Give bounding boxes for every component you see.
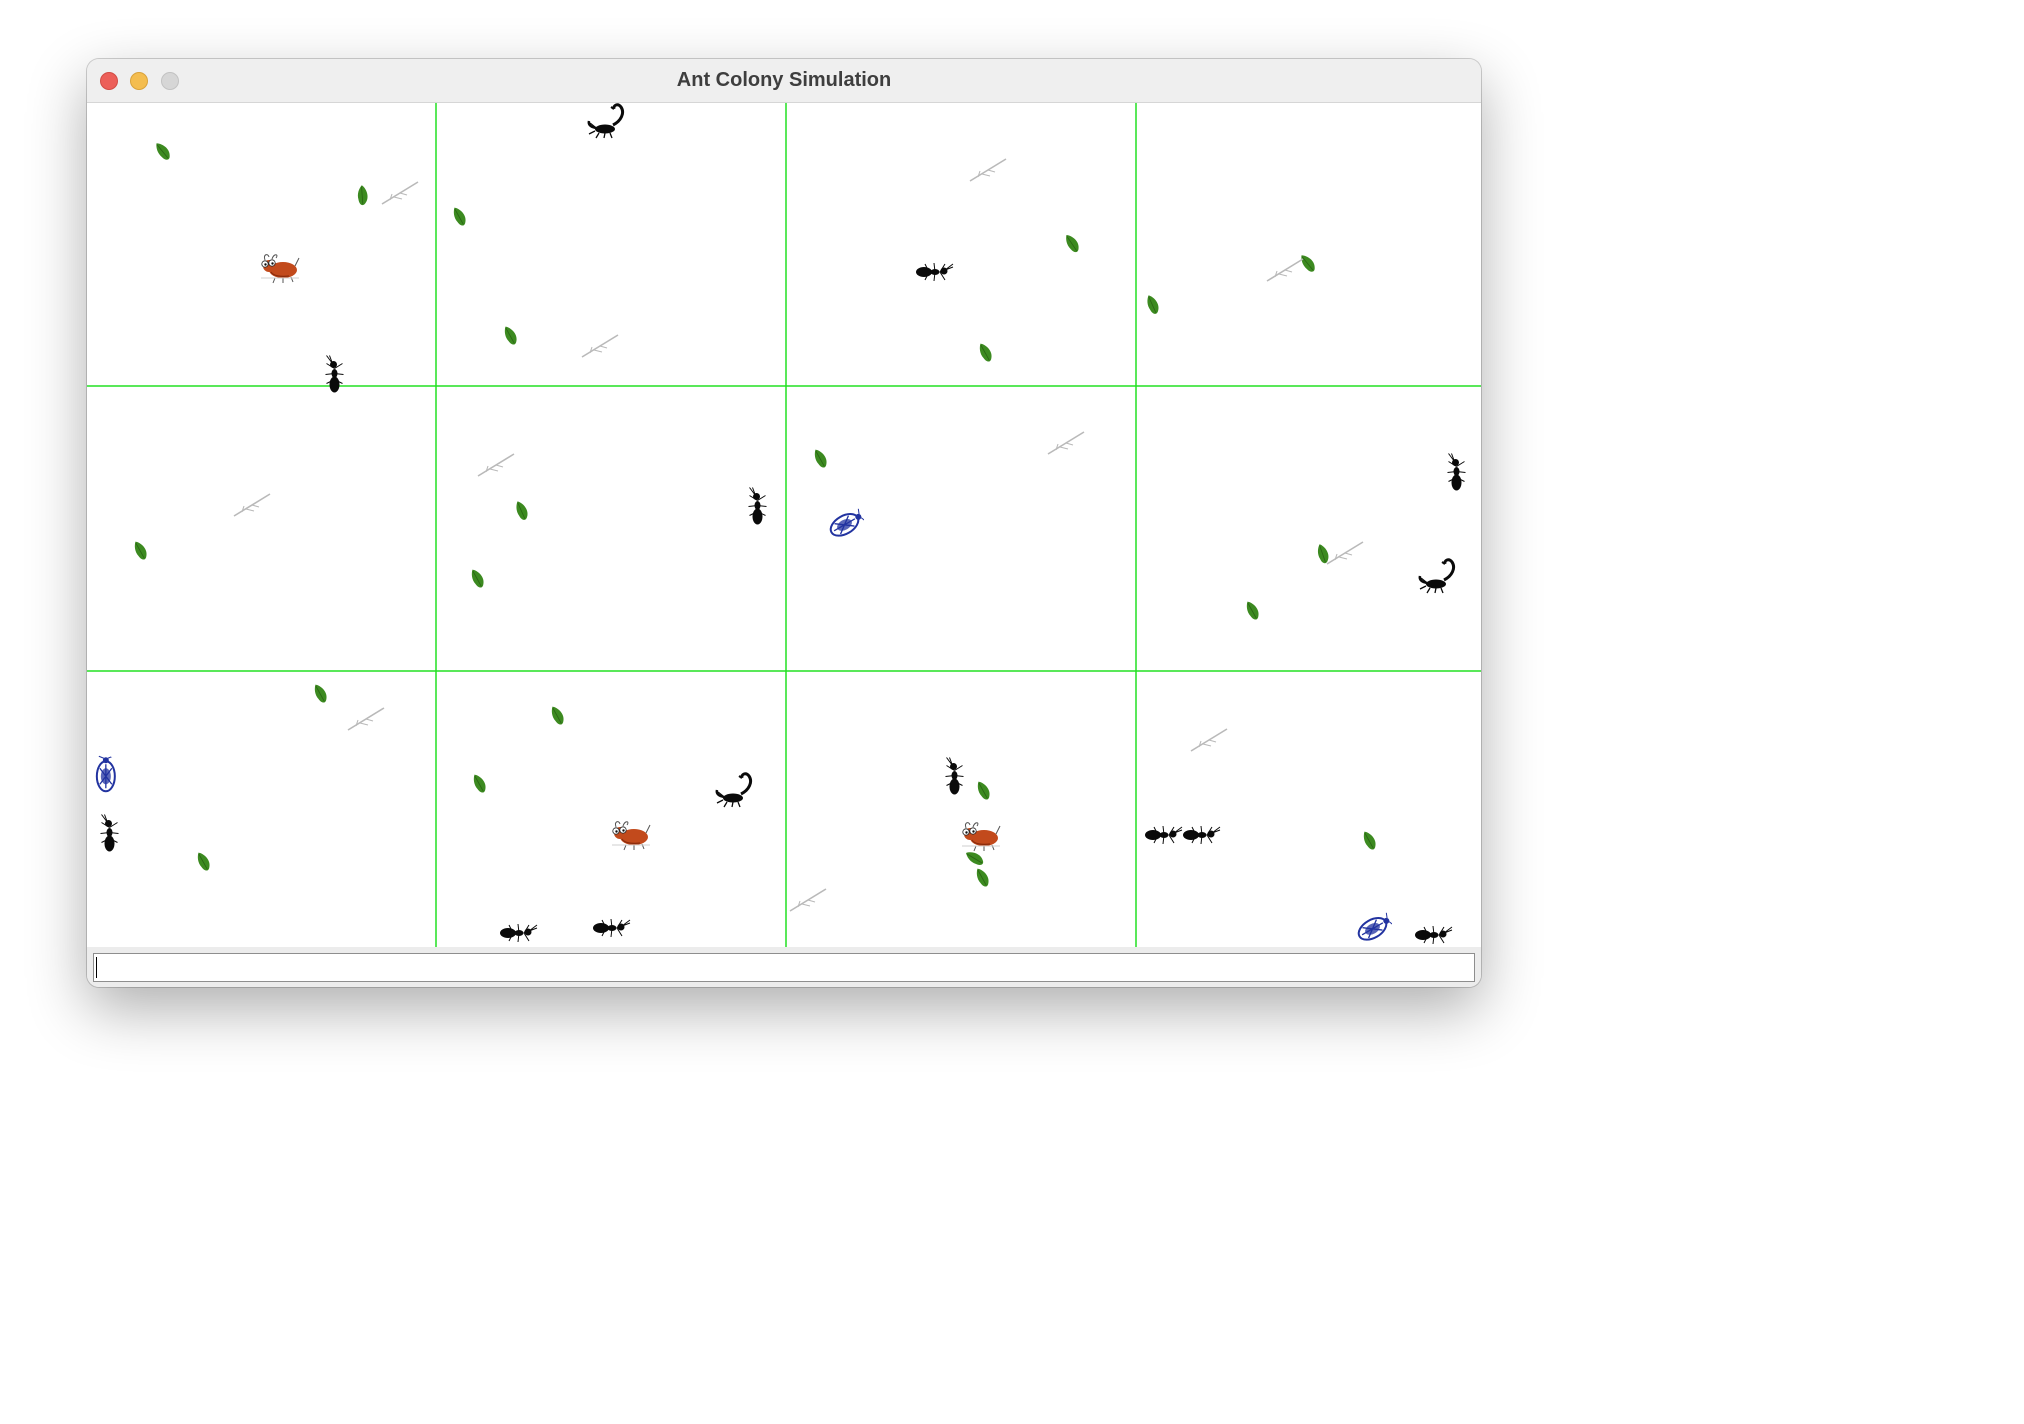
leaf-icon (188, 850, 216, 878)
ant-icon (748, 486, 773, 526)
ant-icon (499, 923, 539, 948)
leaf-icon (542, 704, 570, 732)
leaf-icon (1057, 233, 1084, 260)
beetle-icon (824, 507, 866, 546)
leaf-icon (464, 772, 492, 800)
command-bar (87, 947, 1481, 987)
ant-icon (1144, 825, 1184, 850)
leaf-icon (346, 183, 375, 211)
ant-icon (1182, 825, 1222, 850)
ant-icon (1447, 452, 1472, 492)
leaf-icon (305, 682, 333, 710)
twig-icon (1265, 257, 1305, 288)
app-window: Ant Colony Simulation (87, 59, 1481, 987)
termite-icon (259, 250, 301, 289)
leaf-icon (149, 141, 175, 168)
leaf-icon (970, 341, 998, 369)
text-caret (96, 957, 97, 978)
grid-lines (87, 103, 1481, 947)
command-input[interactable] (93, 953, 1475, 982)
leaf-icon (125, 539, 153, 567)
leaf-icon (444, 205, 472, 233)
twig-icon (968, 157, 1008, 188)
scorpion-icon (1418, 558, 1460, 599)
twig-icon (1325, 540, 1365, 571)
minimize-window-button[interactable] (130, 72, 148, 90)
ant-icon (915, 262, 955, 287)
ant-icon (100, 813, 125, 853)
leaf-icon (805, 447, 833, 475)
title-bar[interactable]: Ant Colony Simulation (87, 59, 1481, 103)
beetle-icon (1352, 911, 1394, 950)
leaf-icon (1307, 542, 1336, 571)
close-window-button[interactable] (100, 72, 118, 90)
window-title: Ant Colony Simulation (676, 69, 892, 91)
scorpion-icon (587, 103, 629, 144)
twig-icon (232, 492, 272, 523)
twig-icon (346, 706, 386, 737)
simulation-board[interactable] (87, 103, 1481, 947)
leaf-icon (462, 567, 490, 595)
leaf-icon (968, 779, 996, 807)
leaf-icon (1294, 253, 1320, 280)
leaf-icon (1237, 599, 1265, 627)
ant-icon (592, 918, 632, 943)
leaf-icon (967, 866, 995, 894)
scorpion-icon (715, 772, 757, 813)
ant-icon (325, 354, 350, 394)
zoom-window-button[interactable] (161, 72, 179, 90)
termite-icon (960, 818, 1002, 857)
leaf-icon (506, 499, 534, 528)
leaf-icon (1354, 829, 1382, 857)
leaf-icon (495, 324, 523, 352)
twig-icon (580, 333, 620, 364)
ant-icon (945, 756, 970, 796)
twig-icon (1046, 430, 1086, 461)
leaf-icon (965, 851, 985, 872)
termite-icon (610, 817, 652, 856)
ant-icon (1414, 925, 1454, 950)
beetle-icon (87, 750, 134, 804)
twig-icon (1189, 727, 1229, 758)
leaf-icon (1137, 293, 1165, 322)
twig-icon (380, 180, 420, 211)
twig-icon (476, 452, 516, 483)
twig-icon (788, 887, 828, 918)
